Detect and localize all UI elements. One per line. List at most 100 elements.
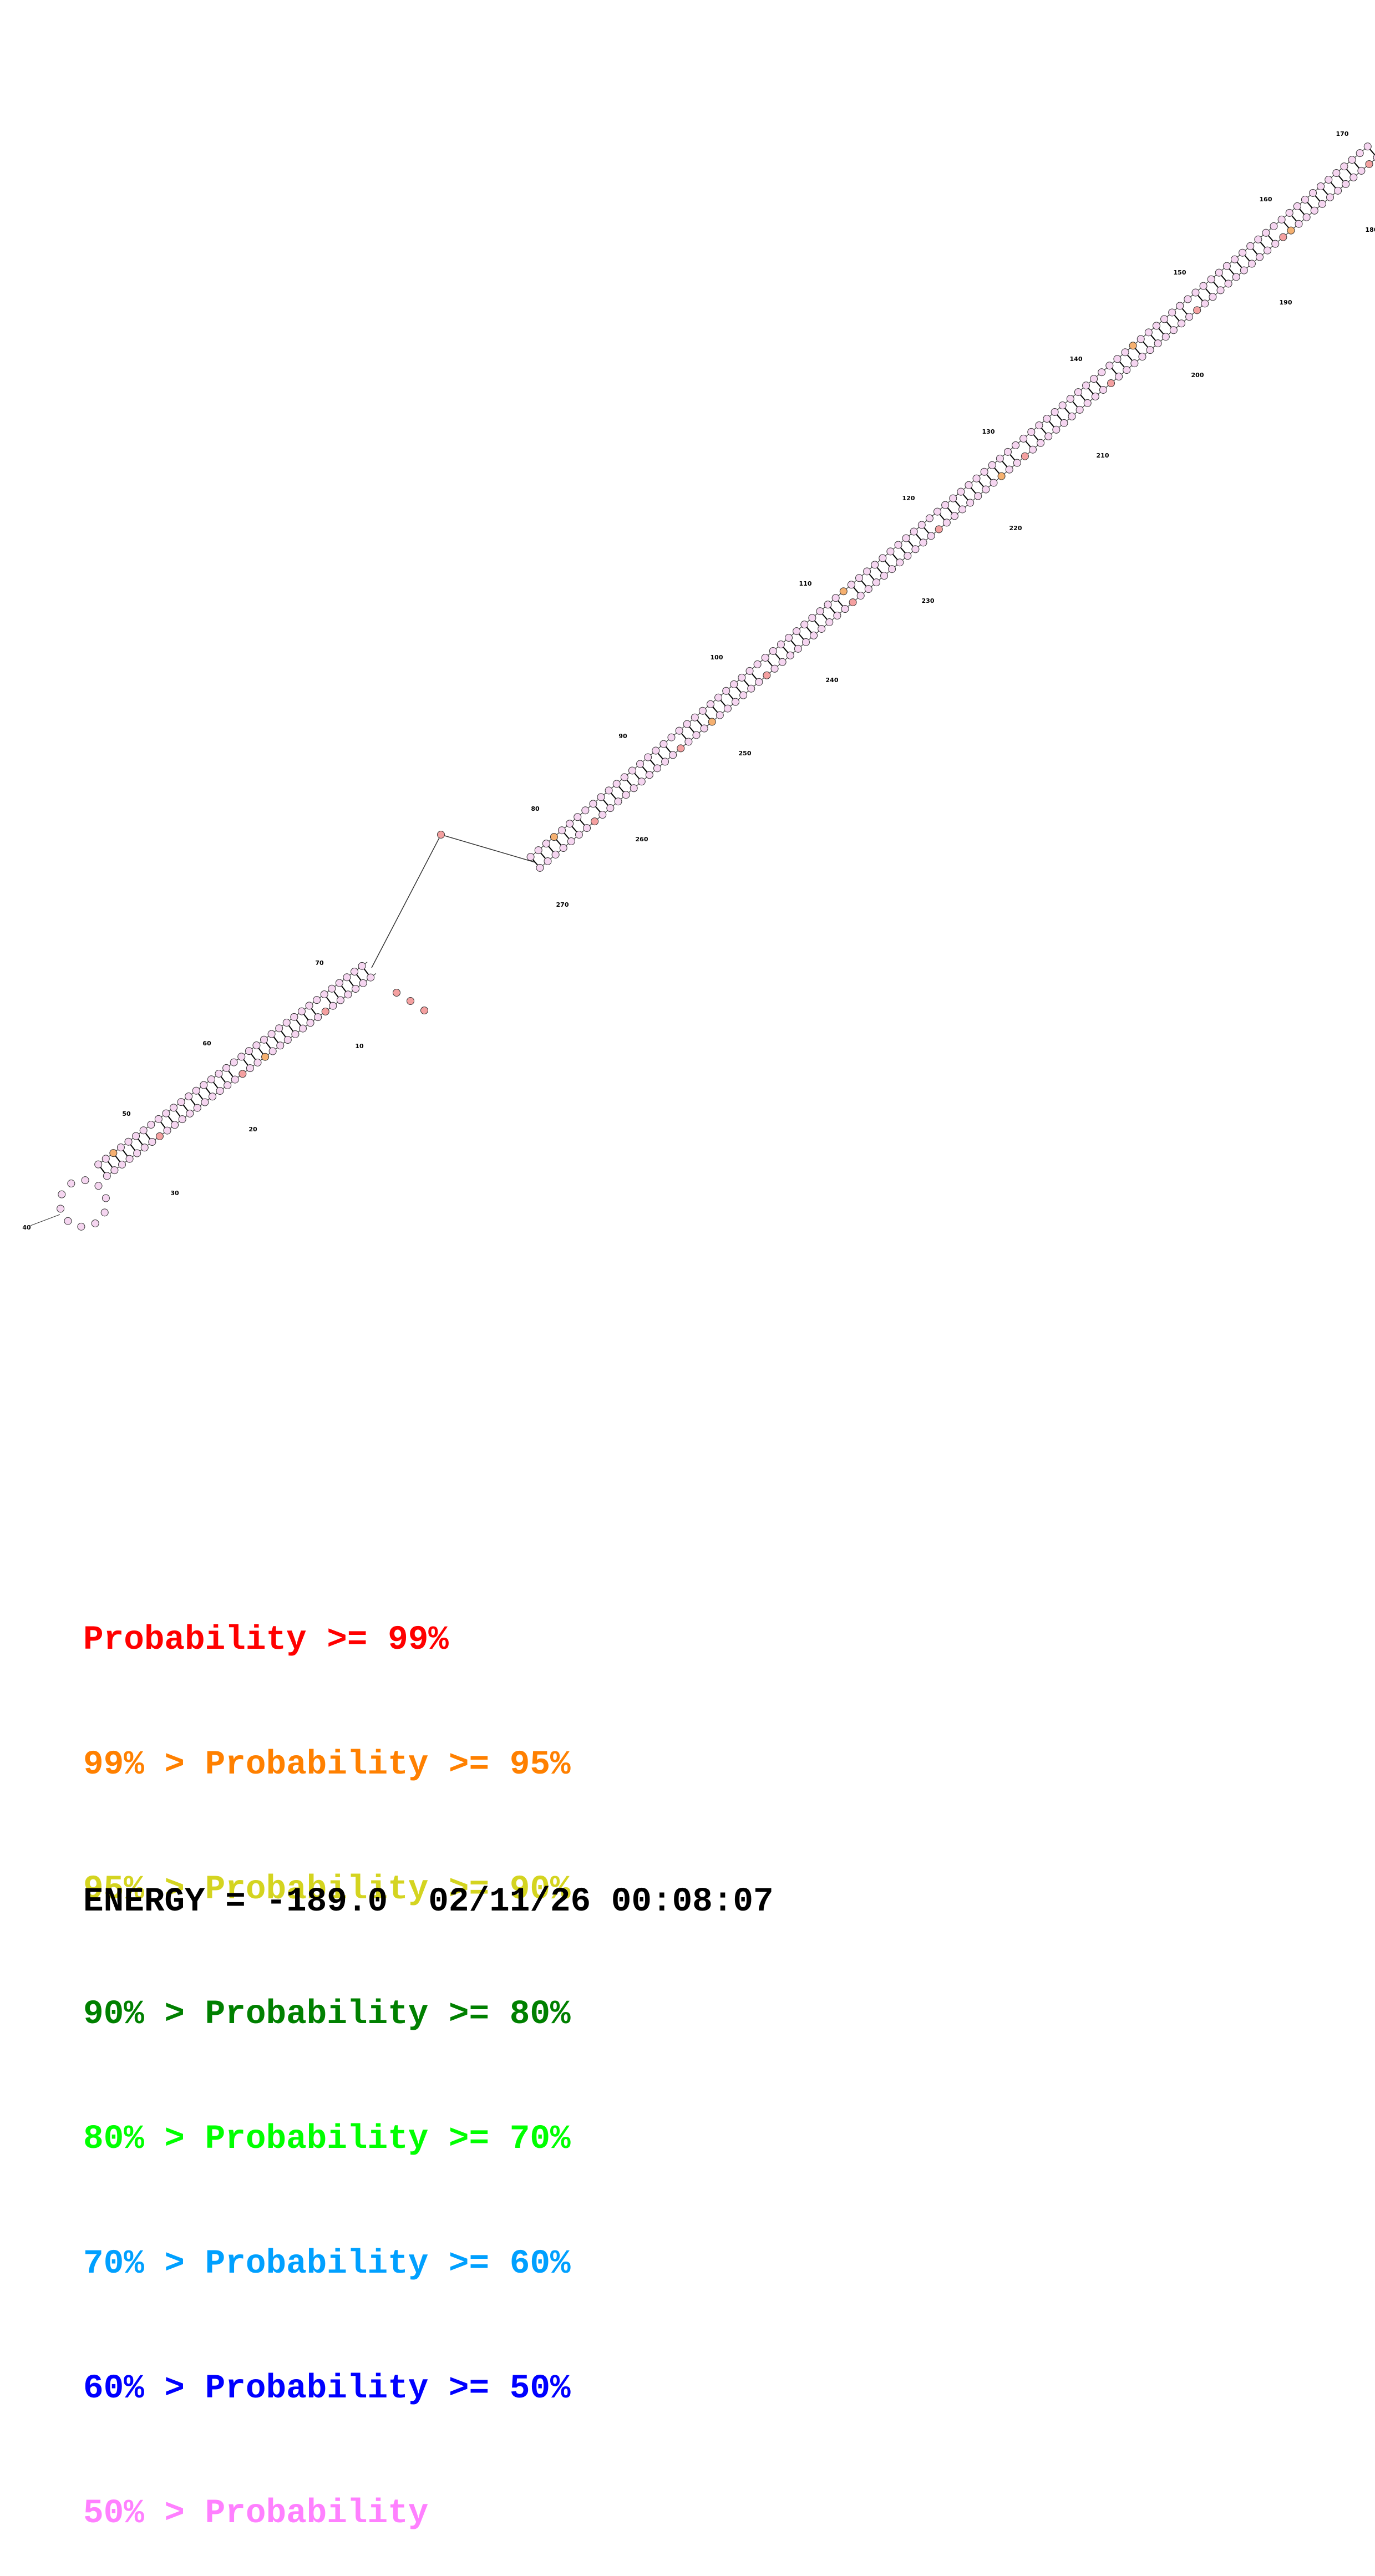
nucleotide	[1193, 306, 1201, 314]
nucleotide	[677, 744, 685, 753]
nucleotide	[359, 979, 367, 987]
nucleotide	[620, 773, 628, 781]
nucleotide	[1224, 280, 1232, 288]
base-pair-bond	[1283, 221, 1290, 229]
loop-nucleotide	[58, 1190, 66, 1198]
nucleotide	[1012, 441, 1020, 449]
nucleotide	[297, 1007, 306, 1015]
nucleotide	[314, 1013, 322, 1022]
nucleotide	[698, 707, 707, 715]
base-pair-bond	[681, 732, 687, 740]
nucleotide	[1003, 448, 1012, 456]
nucleotide	[753, 660, 762, 668]
nucleotide	[880, 572, 889, 580]
position-label: 270	[556, 901, 569, 908]
probability-legend: Probability >= 99% 99% > Probability >= …	[83, 1536, 571, 2576]
nucleotide	[636, 760, 645, 768]
nucleotide	[305, 1002, 313, 1010]
base-pair-bond	[265, 1041, 272, 1050]
position-label: 160	[1260, 196, 1272, 203]
base-pair-bond	[325, 996, 332, 1004]
legend-row: 70% > Probability >= 60%	[83, 2243, 571, 2285]
base-pair-bond	[798, 633, 805, 641]
nucleotide	[966, 499, 975, 507]
nucleotide	[824, 601, 832, 609]
nucleotide	[1287, 226, 1295, 235]
nucleotide	[1232, 273, 1240, 281]
nucleotide	[231, 1075, 239, 1084]
base-pair-bond	[1064, 407, 1071, 415]
base-pair-bond	[782, 646, 789, 654]
legend-prefix: 80% >	[83, 2120, 205, 2158]
nucleotide	[133, 1149, 141, 1157]
nucleotide	[282, 1019, 291, 1027]
legend-prefix: 90% >	[83, 1995, 205, 2034]
position-label: 250	[739, 750, 752, 757]
legend-row: 80% > Probability >= 70%	[83, 2118, 571, 2160]
base-pair-bond	[946, 506, 953, 515]
base-pair-bond	[1244, 254, 1251, 262]
nucleotide	[140, 1144, 149, 1152]
nucleotide	[1146, 346, 1154, 354]
base-pair-bond	[743, 679, 750, 687]
base-pair-bond	[1110, 367, 1118, 375]
nucleotide	[1254, 235, 1262, 243]
nucleotide	[996, 454, 1004, 463]
nucleotide	[329, 1002, 337, 1010]
base-pair-bond	[303, 1013, 309, 1021]
nucleotide	[109, 1149, 118, 1157]
base-pair-bond	[563, 832, 570, 840]
base-pair-bond	[106, 1160, 114, 1168]
base-pair-bond	[579, 819, 586, 826]
nucleotide	[864, 585, 872, 593]
base-pair-bond	[954, 500, 961, 508]
nucleotide	[1222, 262, 1231, 270]
nucleotide	[612, 780, 621, 788]
base-pair-bond	[242, 1058, 249, 1066]
base-pair-bond	[1181, 307, 1188, 316]
nucleotide	[550, 833, 558, 841]
legend-prefix: 50% >	[83, 2494, 205, 2533]
nucleotide	[965, 481, 973, 489]
nucleotide	[684, 738, 693, 746]
nucleotide	[185, 1092, 193, 1100]
loop-nucleotide	[91, 1219, 99, 1227]
nucleotide	[957, 487, 965, 496]
nucleotide	[911, 545, 920, 553]
base-pair-bond	[1306, 201, 1313, 209]
nucleotide	[1052, 425, 1061, 434]
nucleotide	[170, 1104, 178, 1112]
base-pair-bond	[1220, 274, 1227, 282]
nucleotide	[253, 1058, 262, 1066]
base-pair-bond	[1048, 420, 1055, 428]
position-label: 210	[1097, 452, 1109, 459]
nucleotide	[1113, 355, 1122, 363]
nucleotide	[171, 1121, 179, 1129]
linker-strand	[371, 834, 536, 968]
nucleotide	[154, 1115, 163, 1123]
nucleotide	[722, 687, 730, 695]
nucleotide	[894, 541, 902, 549]
base-pair-bond	[1024, 440, 1032, 448]
base-pair-bond	[1032, 434, 1039, 441]
nucleotide	[352, 985, 360, 993]
nucleotide	[1013, 459, 1021, 467]
legend-prefix: 70% >	[83, 2245, 205, 2283]
nucleotide	[1099, 385, 1107, 394]
nucleotide	[597, 793, 605, 801]
base-pair-bond	[813, 619, 820, 627]
nucleotide	[661, 758, 669, 766]
nucleotide	[997, 472, 1006, 480]
nucleotide	[614, 797, 622, 806]
nucleotide	[927, 532, 935, 540]
nucleotide	[163, 1126, 171, 1135]
position-label: 40	[22, 1224, 31, 1231]
nucleotide	[1239, 248, 1247, 257]
base-pair-bond	[122, 1149, 129, 1157]
nucleotide	[723, 704, 732, 713]
base-pair-bond	[1056, 414, 1063, 421]
nucleotide	[1051, 408, 1059, 416]
base-pair-bond	[704, 712, 711, 720]
base-pair-bond	[1205, 287, 1211, 296]
base-pair-bond	[341, 984, 347, 993]
